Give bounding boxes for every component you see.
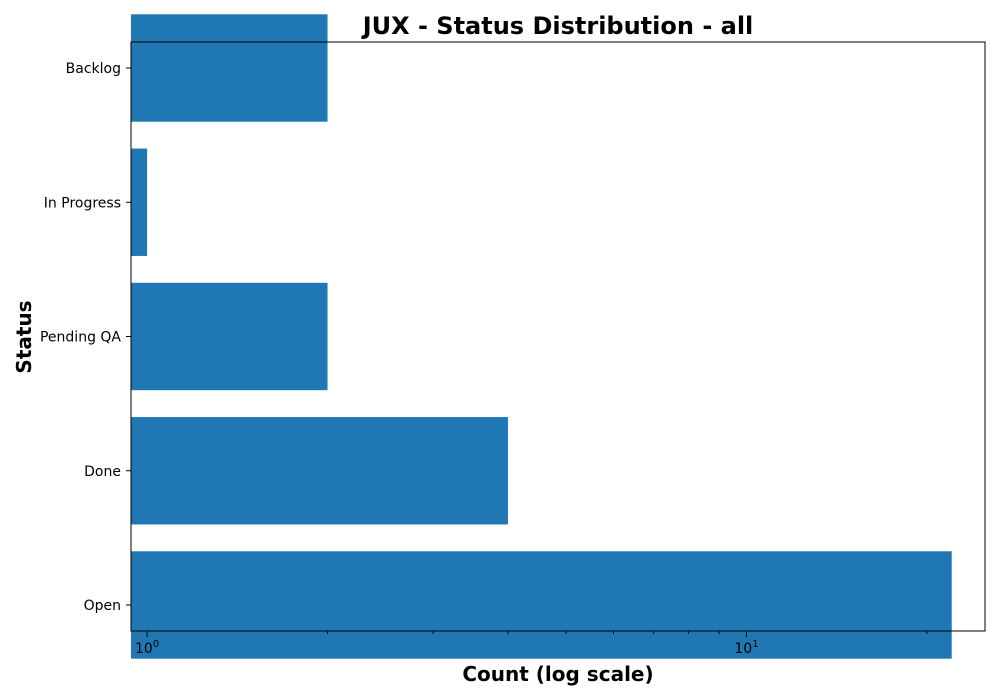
chart-title: JUX - Status Distribution - all [361,12,754,40]
y-tick-label: Open [84,598,121,614]
y-tick-label: In Progress [44,195,121,211]
bar-open [131,551,952,659]
y-axis-label: Status [12,300,36,373]
y-axis-ticks: Backlog In Progress Pending QA Done Open [40,61,131,614]
x-tick-label: 100 [135,639,159,657]
bar-done [131,417,508,525]
bar-backlog [131,14,328,122]
bar-pending-qa [131,282,328,391]
y-tick-label: Pending QA [40,330,121,346]
bars-group [131,14,952,659]
bar-in-progress [131,148,148,256]
x-axis-ticks: 100 101 [135,631,928,657]
y-tick-label: Backlog [66,61,121,77]
x-tick-label: 101 [734,639,758,657]
y-tick-label: Done [84,464,121,480]
x-axis-label: Count (log scale) [462,662,653,686]
